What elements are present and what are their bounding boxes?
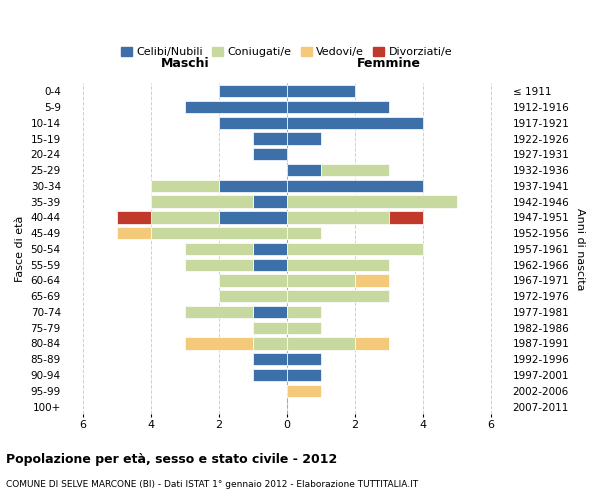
Bar (185, 338, 253, 349)
Bar (219, 85, 287, 98)
Bar (151, 211, 219, 224)
Bar (253, 369, 287, 381)
Legend: Celibi/Nubili, Coniugati/e, Vedovi/e, Divorziati/e: Celibi/Nubili, Coniugati/e, Vedovi/e, Di… (117, 42, 457, 62)
Y-axis label: Anni di nascita: Anni di nascita (575, 208, 585, 290)
Bar (253, 338, 287, 349)
Bar (355, 338, 389, 349)
Bar (253, 322, 287, 334)
Bar (287, 101, 389, 113)
Bar (287, 164, 321, 176)
Bar (287, 258, 389, 271)
Bar (151, 196, 253, 207)
Bar (116, 227, 151, 239)
Bar (185, 242, 253, 255)
Bar (287, 196, 457, 207)
Bar (151, 180, 219, 192)
Bar (253, 132, 287, 144)
Bar (287, 384, 321, 397)
Bar (287, 290, 389, 302)
Bar (389, 211, 423, 224)
Bar (287, 180, 423, 192)
Bar (151, 227, 287, 239)
Bar (185, 258, 253, 271)
Text: COMUNE DI SELVE MARCONE (BI) - Dati ISTAT 1° gennaio 2012 - Elaborazione TUTTITA: COMUNE DI SELVE MARCONE (BI) - Dati ISTA… (6, 480, 418, 489)
Bar (287, 369, 321, 381)
Y-axis label: Fasce di età: Fasce di età (15, 216, 25, 282)
Bar (287, 242, 423, 255)
Bar (287, 116, 423, 129)
Bar (253, 242, 287, 255)
Bar (219, 211, 287, 224)
Bar (116, 211, 151, 224)
Bar (253, 353, 287, 366)
Bar (355, 274, 389, 286)
Bar (219, 116, 287, 129)
Bar (287, 338, 355, 349)
Text: Maschi: Maschi (161, 57, 209, 70)
Bar (219, 290, 287, 302)
Bar (287, 132, 321, 144)
Bar (219, 274, 287, 286)
Bar (287, 85, 355, 98)
Bar (253, 258, 287, 271)
Bar (185, 306, 253, 318)
Bar (253, 196, 287, 207)
Bar (287, 322, 321, 334)
Bar (253, 306, 287, 318)
Bar (185, 101, 287, 113)
Bar (287, 274, 355, 286)
Bar (287, 306, 321, 318)
Bar (253, 148, 287, 160)
Text: Femmine: Femmine (356, 57, 421, 70)
Bar (287, 353, 321, 366)
Bar (321, 164, 389, 176)
Bar (287, 227, 321, 239)
Bar (219, 180, 287, 192)
Bar (287, 211, 389, 224)
Text: Popolazione per età, sesso e stato civile - 2012: Popolazione per età, sesso e stato civil… (6, 452, 337, 466)
